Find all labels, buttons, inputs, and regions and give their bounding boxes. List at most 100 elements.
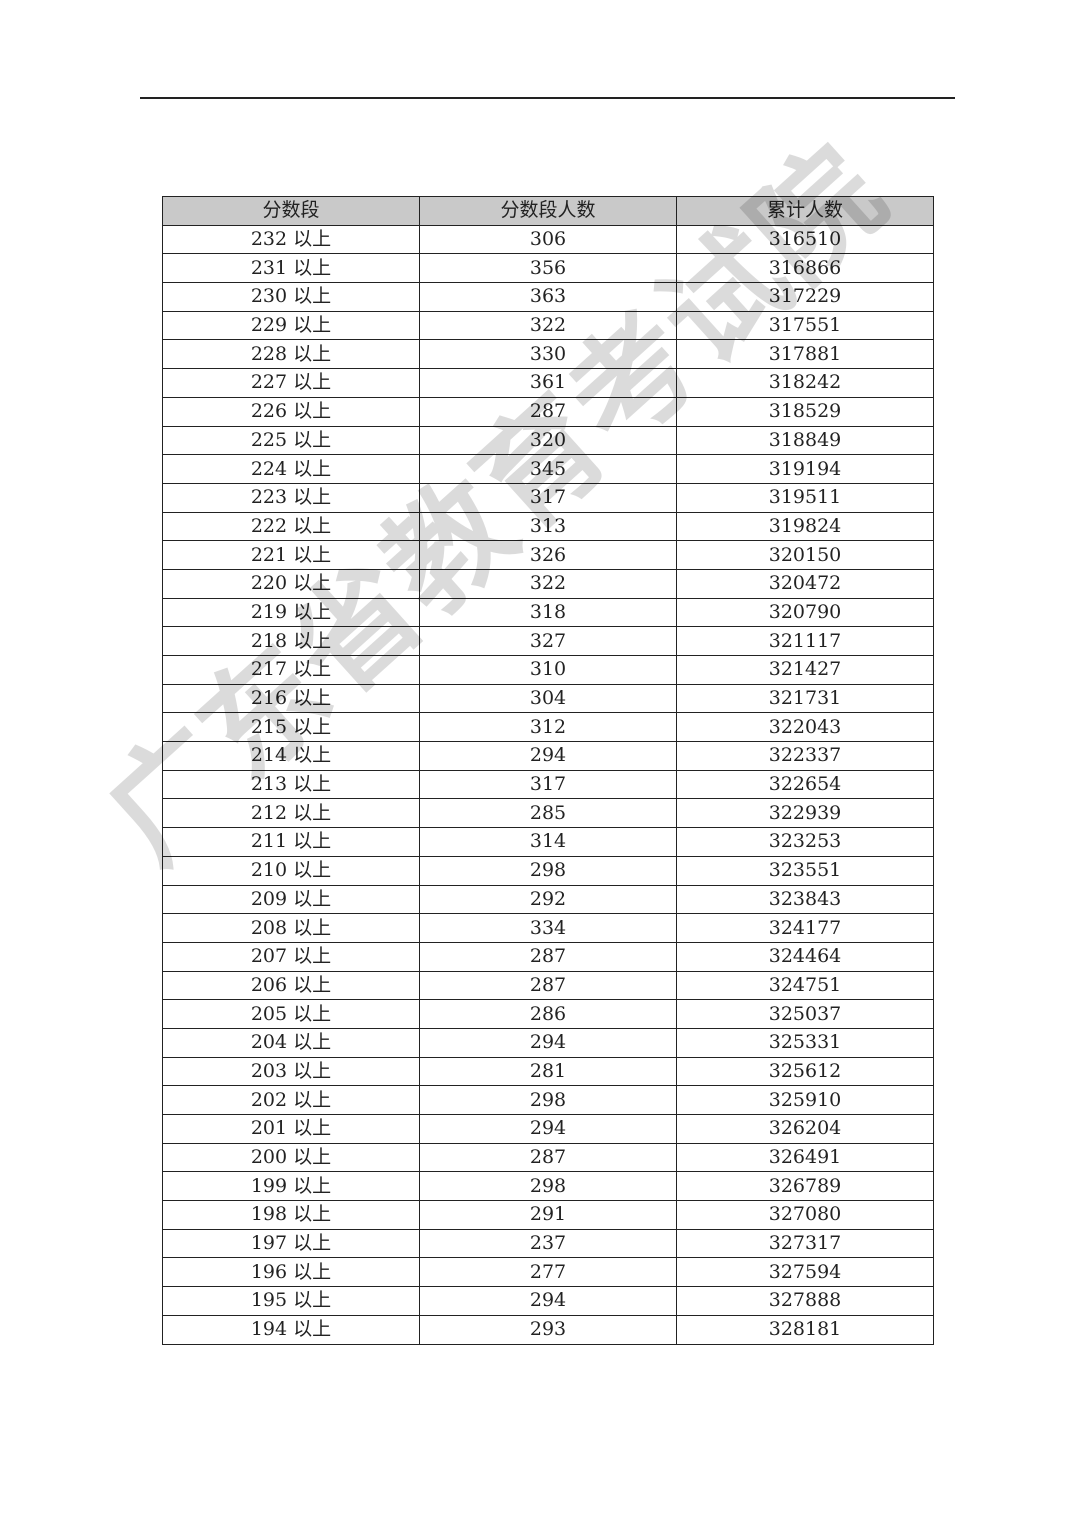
cell-count: 287	[419, 970, 677, 1001]
cell-cumulative: 317881	[676, 339, 934, 370]
cell-count: 322	[419, 568, 677, 599]
table-row: 214 以上 294 322337	[162, 741, 934, 771]
table-row: 227 以上 361 318242	[162, 368, 934, 398]
table-row: 204 以上 294 325331	[162, 1027, 934, 1058]
cell-score-range: 195 以上	[162, 1286, 420, 1316]
cell-count: 298	[419, 855, 677, 886]
header-cumulative: 累计人数	[676, 196, 934, 226]
table-row: 223 以上 317 319511	[162, 482, 934, 513]
cell-cumulative: 322043	[676, 712, 934, 743]
cell-cumulative: 326204	[676, 1114, 934, 1144]
cell-cumulative: 319824	[676, 511, 934, 542]
cell-count: 322	[419, 310, 677, 341]
cell-score-range: 194 以上	[162, 1314, 420, 1345]
table-row: 213 以上 317 322654	[162, 769, 934, 800]
cell-cumulative: 326789	[676, 1171, 934, 1202]
table-row: 226 以上 287 318529	[162, 396, 934, 427]
cell-cumulative: 318242	[676, 368, 934, 398]
table-row: 215 以上 312 322043	[162, 712, 934, 743]
cell-score-range: 208 以上	[162, 913, 420, 943]
cell-score-range: 209 以上	[162, 884, 420, 915]
cell-count: 330	[419, 339, 677, 370]
cell-cumulative: 323843	[676, 884, 934, 915]
cell-cumulative: 320472	[676, 568, 934, 599]
cell-cumulative: 327888	[676, 1286, 934, 1316]
cell-count: 298	[419, 1171, 677, 1202]
table-row: 202 以上 298 325910	[162, 1085, 934, 1115]
cell-count: 345	[419, 454, 677, 484]
cell-count: 317	[419, 769, 677, 800]
cell-count: 292	[419, 884, 677, 915]
cell-cumulative: 325331	[676, 1027, 934, 1058]
cell-count: 304	[419, 683, 677, 714]
cell-count: 294	[419, 1114, 677, 1144]
cell-cumulative: 322939	[676, 798, 934, 829]
cell-count: 361	[419, 368, 677, 398]
cell-cumulative: 323551	[676, 855, 934, 886]
cell-cumulative: 316866	[676, 253, 934, 284]
cell-count: 356	[419, 253, 677, 284]
cell-score-range: 215 以上	[162, 712, 420, 743]
cell-count: 287	[419, 396, 677, 427]
table-row: 199 以上 298 326789	[162, 1171, 934, 1202]
cell-cumulative: 320150	[676, 540, 934, 570]
table-row: 221 以上 326 320150	[162, 540, 934, 570]
table-row: 229 以上 322 317551	[162, 310, 934, 341]
cell-score-range: 207 以上	[162, 941, 420, 972]
cell-score-range: 219 以上	[162, 597, 420, 628]
cell-cumulative: 318529	[676, 396, 934, 427]
cell-count: 294	[419, 1027, 677, 1058]
table-row: 220 以上 322 320472	[162, 568, 934, 599]
table-row: 211 以上 314 323253	[162, 827, 934, 857]
table-row: 209 以上 292 323843	[162, 884, 934, 915]
cell-cumulative: 327080	[676, 1200, 934, 1230]
cell-cumulative: 318849	[676, 425, 934, 456]
cell-cumulative: 317229	[676, 282, 934, 312]
cell-score-range: 213 以上	[162, 769, 420, 800]
table-row: 217 以上 310 321427	[162, 655, 934, 685]
cell-count: 310	[419, 655, 677, 685]
cell-score-range: 221 以上	[162, 540, 420, 570]
cell-score-range: 204 以上	[162, 1027, 420, 1058]
cell-cumulative: 326491	[676, 1142, 934, 1173]
table-row: 232 以上 306 316510	[162, 224, 934, 255]
cell-cumulative: 324751	[676, 970, 934, 1001]
table-row: 196 以上 277 327594	[162, 1257, 934, 1288]
cell-count: 287	[419, 941, 677, 972]
cell-count: 317	[419, 482, 677, 513]
cell-cumulative: 320790	[676, 597, 934, 628]
header-rule	[140, 97, 955, 99]
table-row: 206 以上 287 324751	[162, 970, 934, 1001]
cell-cumulative: 321731	[676, 683, 934, 714]
table-row: 216 以上 304 321731	[162, 683, 934, 714]
cell-cumulative: 327317	[676, 1228, 934, 1259]
cell-count: 312	[419, 712, 677, 743]
cell-cumulative: 321427	[676, 655, 934, 685]
table-row: 212 以上 285 322939	[162, 798, 934, 829]
cell-count: 298	[419, 1085, 677, 1115]
table-row: 207 以上 287 324464	[162, 941, 934, 972]
cell-score-range: 229 以上	[162, 310, 420, 341]
cell-count: 281	[419, 1056, 677, 1087]
cell-score-range: 210 以上	[162, 855, 420, 886]
cell-score-range: 198 以上	[162, 1200, 420, 1230]
cell-count: 285	[419, 798, 677, 829]
table-row: 197 以上 237 327317	[162, 1228, 934, 1259]
cell-score-range: 202 以上	[162, 1085, 420, 1115]
table-row: 194 以上 293 328181	[162, 1314, 934, 1345]
cell-cumulative: 325612	[676, 1056, 934, 1087]
cell-cumulative: 322337	[676, 741, 934, 771]
table-row: 201 以上 294 326204	[162, 1114, 934, 1144]
cell-score-range: 206 以上	[162, 970, 420, 1001]
cell-count: 318	[419, 597, 677, 628]
cell-count: 287	[419, 1142, 677, 1173]
table-row: 219 以上 318 320790	[162, 597, 934, 628]
cell-score-range: 220 以上	[162, 568, 420, 599]
cell-score-range: 227 以上	[162, 368, 420, 398]
table-row: 231 以上 356 316866	[162, 253, 934, 284]
cell-score-range: 205 以上	[162, 999, 420, 1029]
cell-cumulative: 328181	[676, 1314, 934, 1345]
header-score-range: 分数段	[162, 196, 420, 226]
table-row: 224 以上 345 319194	[162, 454, 934, 484]
cell-count: 363	[419, 282, 677, 312]
